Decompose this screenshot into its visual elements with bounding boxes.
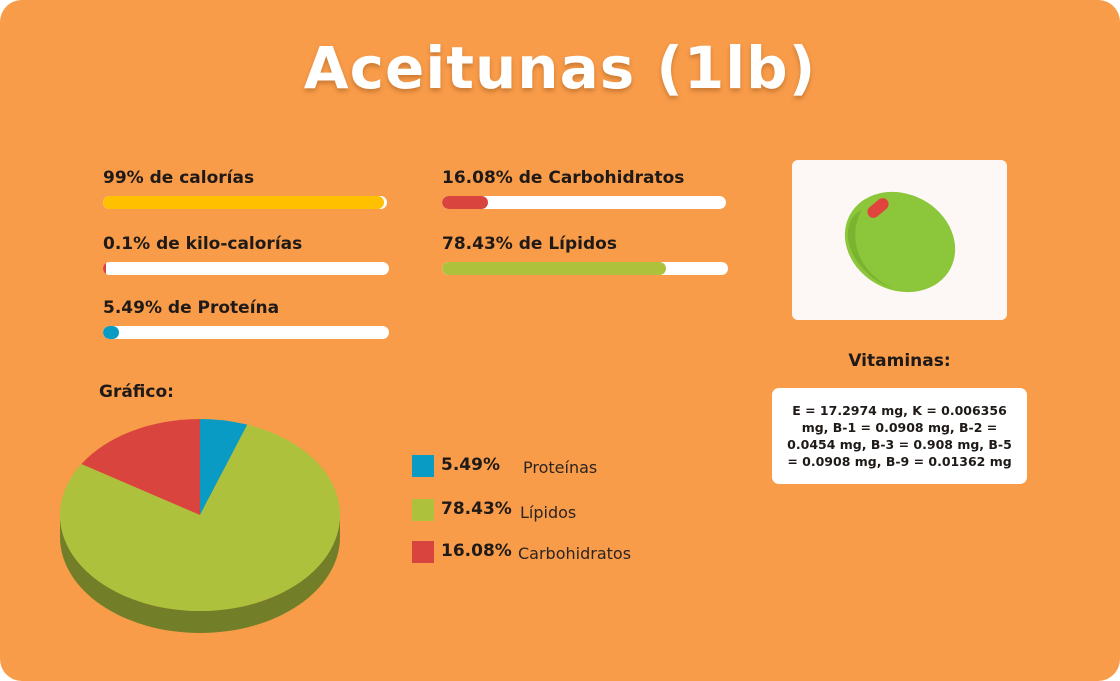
legend-swatch — [412, 499, 434, 521]
olive-icon — [844, 191, 956, 293]
legend-swatch — [412, 541, 434, 563]
stat-lipids: 78.43% de Lípidos — [442, 234, 728, 275]
stat-label: 99% de calorías — [103, 168, 255, 188]
stat-protein: 5.49% de Proteína — [103, 298, 389, 339]
progress-fill — [442, 196, 488, 209]
pie-slice-lípidos — [60, 424, 341, 611]
vitamins-title: Vitaminas: — [848, 351, 951, 371]
progress-fill — [103, 262, 106, 275]
legend-name: Carbohidratos — [518, 544, 632, 563]
pie-side-lípidos — [60, 515, 340, 633]
stat-label: 78.43% de Lípidos — [442, 234, 617, 254]
vitamins-box: E = 17.2974 mg, K = 0.006356 mg, B-1 = 0… — [772, 388, 1027, 484]
progress-track — [103, 196, 387, 209]
stat-calories: 99% de calorías — [103, 168, 387, 209]
progress-track — [103, 262, 389, 275]
stat-label: 5.49% de Proteína — [103, 298, 280, 318]
progress-fill — [103, 326, 119, 339]
pie-svg — [60, 419, 341, 633]
chart-label: Gráfico: — [99, 382, 174, 402]
stat-kilocalories: 0.1% de kilo-calorías — [103, 234, 389, 275]
legend-value: 78.43% — [441, 499, 512, 519]
progress-track — [442, 262, 728, 275]
food-image — [792, 160, 1007, 320]
legend-value: 16.08% — [441, 541, 512, 561]
legend-name: Proteínas — [523, 458, 598, 477]
vitamins-text: E = 17.2974 mg, K = 0.006356 mg, B-1 = 0… — [787, 403, 1012, 469]
progress-fill — [103, 196, 385, 209]
legend-swatch — [412, 455, 434, 477]
progress-fill — [442, 262, 667, 275]
page-title: Aceitunas (1lb) — [303, 34, 817, 102]
pie-slice-carbohidratos — [81, 419, 200, 515]
pie-chart — [55, 415, 350, 645]
pie-slice-proteínas — [200, 419, 248, 515]
progress-track — [442, 196, 726, 209]
progress-track — [103, 326, 389, 339]
legend-name: Lípidos — [520, 503, 577, 522]
stat-carbohydrates: 16.08% de Carbohidratos — [442, 168, 726, 209]
stat-label: 16.08% de Carbohidratos — [442, 168, 685, 188]
legend-value: 5.49% — [441, 455, 500, 475]
stat-label: 0.1% de kilo-calorías — [103, 234, 303, 254]
